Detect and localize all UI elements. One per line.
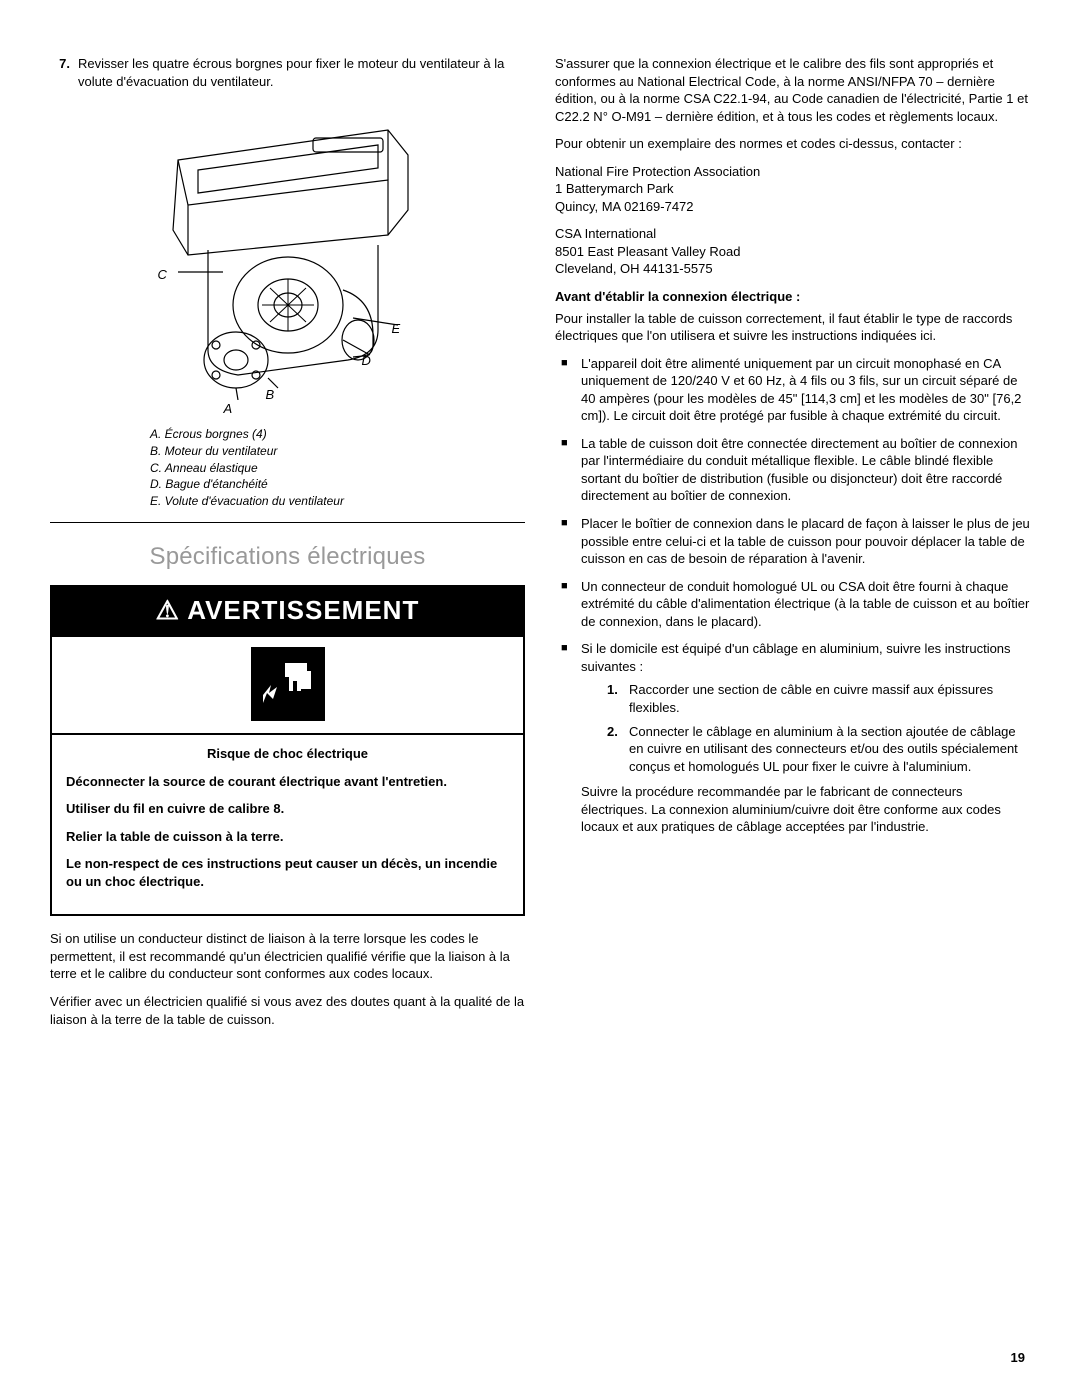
addr2-line1: CSA International — [555, 225, 1030, 243]
bullet-5-text: Si le domicile est équipé d'un câblage e… — [581, 641, 1011, 674]
bullet-4: Un connecteur de conduit homologué UL ou… — [555, 578, 1030, 631]
section-divider — [50, 522, 525, 523]
address-nfpa: National Fire Protection Association 1 B… — [555, 163, 1030, 216]
requirements-list: L'appareil doit être alimenté uniquement… — [555, 355, 1030, 836]
legend-c: C. Anneau élastique — [150, 460, 525, 477]
callout-d: D — [362, 352, 371, 370]
legend-a: A. Écrous borgnes (4) — [150, 426, 525, 443]
warning-p1: Déconnecter la source de courant électri… — [66, 773, 509, 791]
tail-para: Suivre la procédure recommandée par le f… — [581, 783, 1030, 836]
sub-intro: Pour installer la table de cuisson corre… — [555, 310, 1030, 345]
left-para-1: Si on utilise un conducteur distinct de … — [50, 930, 525, 983]
warning-p3: Relier la table de cuisson à la terre. — [66, 828, 509, 846]
electric-shock-icon — [249, 645, 327, 723]
warning-p2: Utiliser du fil en cuivre de calibre 8. — [66, 800, 509, 818]
warning-p4: Le non-respect de ces instructions peut … — [66, 855, 509, 890]
bullet-5: Si le domicile est équipé d'un câblage e… — [555, 640, 1030, 835]
callout-e: E — [392, 320, 401, 338]
addr1-line2: 1 Batterymarch Park — [555, 180, 1030, 198]
fan-motor-figure: C E D B A — [128, 100, 448, 420]
legend-d: D. Bague d'étanchéité — [150, 476, 525, 493]
right-intro-2: Pour obtenir un exemplaire des normes et… — [555, 135, 1030, 153]
shock-icon-row — [52, 637, 523, 736]
addr1-line3: Quincy, MA 02169-7472 — [555, 198, 1030, 216]
right-intro-1: S'assurer que la connexion électrique et… — [555, 55, 1030, 125]
before-connection-subhead: Avant d'établir la connexion électrique … — [555, 288, 1030, 306]
step-7: 7. Revisser les quatre écrous borgnes po… — [50, 55, 525, 90]
num-step-2: 2.Connecter le câblage en aluminium à la… — [607, 723, 1030, 776]
figure-legend: A. Écrous borgnes (4) B. Moteur du venti… — [150, 426, 525, 510]
page-number: 19 — [1011, 1349, 1025, 1367]
bullet-2: La table de cuisson doit être connectée … — [555, 435, 1030, 505]
addr2-line3: Cleveland, OH 44131-5575 — [555, 260, 1030, 278]
warning-box: ⚠ AVERTISSEMENT Risque de choc électriqu… — [50, 585, 525, 916]
section-title: Spécifications électriques — [50, 541, 525, 573]
warning-header-text: AVERTISSEMENT — [187, 595, 419, 625]
step-number: 7. — [50, 55, 78, 90]
warning-risk: Risque de choc électrique — [66, 745, 509, 763]
bullet-3: Placer le boîtier de connexion dans le p… — [555, 515, 1030, 568]
bullet-1: L'appareil doit être alimenté uniquement… — [555, 355, 1030, 425]
legend-b: B. Moteur du ventilateur — [150, 443, 525, 460]
legend-e: E. Volute d'évacuation du ventilateur — [150, 493, 525, 510]
warning-body: Risque de choc électrique Déconnecter la… — [52, 735, 523, 914]
addr2-line2: 8501 East Pleasant Valley Road — [555, 243, 1030, 261]
left-para-2: Vérifier avec un électricien qualifié si… — [50, 993, 525, 1028]
warning-header: ⚠ AVERTISSEMENT — [52, 587, 523, 636]
aluminum-steps: 1.Raccorder une section de câble en cuiv… — [607, 681, 1030, 775]
addr1-line1: National Fire Protection Association — [555, 163, 1030, 181]
num-step-1: 1.Raccorder une section de câble en cuiv… — [607, 681, 1030, 716]
step-text: Revisser les quatre écrous borgnes pour … — [78, 55, 525, 90]
address-csa: CSA International 8501 East Pleasant Val… — [555, 225, 1030, 278]
callout-c: C — [158, 266, 167, 284]
callout-b: B — [266, 386, 275, 404]
warning-triangle-icon: ⚠ — [156, 595, 180, 625]
callout-a: A — [224, 400, 233, 418]
